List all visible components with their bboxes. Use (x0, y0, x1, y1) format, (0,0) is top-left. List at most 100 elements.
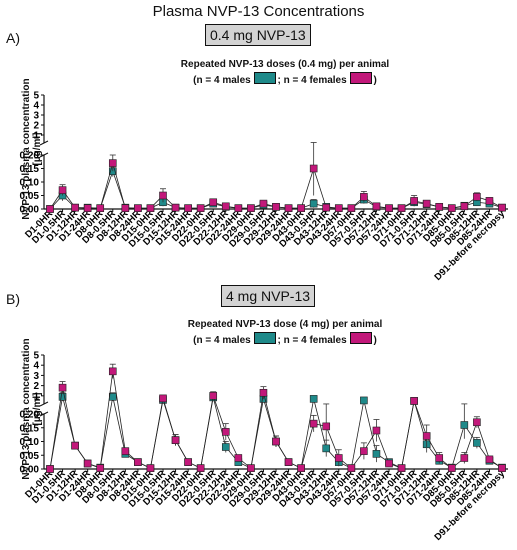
females-data-point (322, 203, 331, 212)
y-tick-label: 0.20 (20, 410, 40, 421)
females-data-point (372, 426, 381, 435)
panel-a-legend-males: (n = 4 males (193, 75, 251, 86)
y-tick-label: 0.05 (20, 191, 40, 202)
females-data-point (347, 464, 356, 472)
females-data-point (372, 202, 381, 211)
panel-a-legend: Repeated NVP-13 doses (0.4 mg) per anima… (95, 58, 475, 88)
y-tick-label: 0.00 (20, 205, 40, 216)
males-series-line (49, 396, 503, 470)
females-data-point (259, 199, 268, 208)
females-data-point (108, 159, 117, 167)
females-data-point (108, 367, 117, 376)
females-data-point (58, 186, 67, 194)
page-title: Plasma NVP-13 Concentrations (152, 3, 365, 20)
females-data-point (247, 464, 255, 472)
panel-a-plot: 0.000.050.100.150.2012345D1-0HRD1-0.5HRD… (20, 91, 508, 283)
females-data-point (272, 437, 280, 446)
males-data-point (108, 393, 117, 401)
panel-b-legend-close: ) (373, 335, 377, 346)
females-data-point (171, 436, 180, 444)
females-data-point (221, 202, 230, 211)
females-swatch (350, 72, 373, 84)
females-data-point (498, 464, 506, 472)
females-data-point (397, 204, 406, 212)
females-data-point (83, 204, 92, 212)
females-data-point (360, 447, 368, 455)
females-data-point (134, 458, 142, 466)
females-data-point (347, 204, 356, 212)
y-tick-label: 0.15 (20, 423, 40, 434)
y-tick-label: 0.15 (20, 164, 40, 175)
females-data-point (447, 464, 456, 472)
males-swatch (254, 72, 277, 84)
females-data-point (309, 419, 318, 428)
males-data-point (221, 443, 230, 451)
females-data-point (159, 394, 167, 403)
females-data-point (360, 193, 368, 201)
males-data-point (460, 421, 469, 429)
females-data-point (435, 454, 444, 462)
y-tick-label: 0.00 (20, 465, 40, 476)
females-data-point (96, 464, 105, 472)
males-data-point (309, 199, 318, 208)
males-data-point (322, 444, 331, 453)
females-data-point (247, 204, 255, 212)
axis-break-mark (39, 401, 49, 407)
y-tick-label: 0.10 (20, 178, 40, 189)
females-data-point (322, 422, 331, 431)
y-tick-label: 2 (33, 381, 39, 392)
males-data-point (473, 439, 481, 447)
females-data-point (146, 204, 155, 212)
y-tick-label: 3 (33, 111, 39, 122)
y-tick-label: 0.10 (20, 437, 40, 448)
y-tick-label: 4 (33, 101, 39, 112)
females-data-point (121, 204, 130, 212)
females-swatch (350, 332, 373, 344)
females-data-point (485, 197, 494, 205)
females-data-point (284, 204, 293, 212)
females-data-point (498, 203, 506, 212)
females-data-point (221, 428, 230, 436)
males-data-point (372, 450, 381, 458)
y-tick-label: 5 (33, 351, 39, 362)
females-data-point (284, 458, 293, 466)
females-data-point (397, 464, 406, 472)
females-data-point (146, 464, 155, 472)
panel-b-legend-males: (n = 4 males (193, 335, 251, 346)
females-data-point (473, 418, 481, 427)
females-data-point (272, 203, 280, 211)
females-data-point (96, 204, 105, 212)
y-tick-label: 5 (33, 91, 39, 102)
panel-b-legend-sep: ; n = 4 females (277, 335, 347, 346)
females-data-point (334, 204, 343, 212)
panel-b-letter: B) (6, 291, 20, 307)
y-tick-label: 2 (33, 121, 39, 132)
y-tick-label: 3 (33, 371, 39, 382)
females-data-point (485, 455, 494, 464)
females-data-point (184, 458, 192, 466)
panel-b-legend-title: Repeated NVP-13 dose (4 mg) per animal (187, 319, 383, 330)
panel-a-legend-close: ) (373, 75, 377, 86)
females-data-point (171, 203, 180, 212)
females-data-point (234, 454, 243, 462)
panel-b-dose-label: 4 mg NVP-13 (221, 285, 316, 307)
panel-a-letter: A) (6, 30, 20, 46)
males-data-point (309, 395, 318, 403)
females-data-point (121, 447, 130, 455)
females-data-point (58, 383, 67, 392)
y-tick-label: 0.05 (20, 451, 40, 462)
panel-b-legend: Repeated NVP-13 dose (4 mg) per animal (… (95, 318, 475, 348)
panel-a-legend-title: Repeated NVP-13 doses (0.4 mg) per anima… (180, 59, 390, 70)
females-data-point (447, 204, 456, 212)
y-tick-label: 1 (33, 391, 39, 402)
females-data-point (385, 204, 393, 212)
females-data-point (334, 454, 343, 462)
females-data-point (259, 388, 268, 397)
females-data-point (410, 197, 418, 205)
panel-b-legend-row: (n = 4 males ; n = 4 females ) (95, 332, 475, 348)
panel-a-dose-label: 0.4 mg NVP-13 (205, 24, 311, 46)
males-data-point (360, 396, 368, 405)
females-data-point (159, 191, 167, 200)
females-data-point (46, 205, 54, 213)
